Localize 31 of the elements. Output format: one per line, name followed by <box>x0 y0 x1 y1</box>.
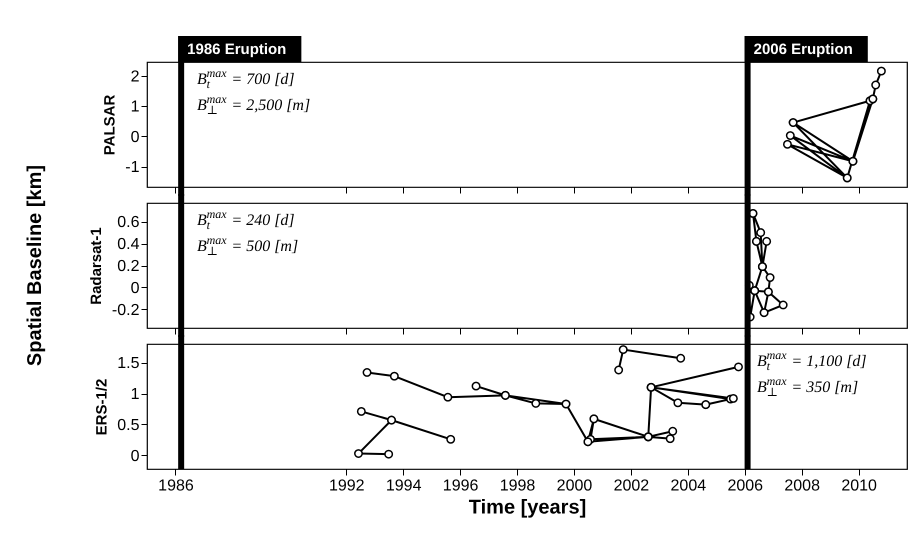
y-tick-label: 0.6 <box>117 214 140 232</box>
y-tick-label: 1.5 <box>117 355 140 372</box>
x-tick-label: 2006 <box>727 478 764 494</box>
y-tick-label: 1 <box>130 98 140 116</box>
ref-line-label: 2006 Eruption <box>754 41 853 58</box>
y-tick-label: 0.4 <box>117 236 140 254</box>
x-tick-label: 1996 <box>442 478 479 494</box>
y-tick-label: -1 <box>125 159 140 176</box>
x-axis-title: Time [years] <box>468 496 586 518</box>
y-axis-title: ERS-1/2 <box>93 378 110 436</box>
text: Spatial Baseline [km] <box>24 164 46 366</box>
x-tick-label: 1994 <box>386 478 422 494</box>
x-tick-label: 1998 <box>500 478 536 494</box>
y-axis-title: Radarsat-1 <box>88 227 105 305</box>
ref-line-label: 1986 Eruption <box>187 41 286 58</box>
y-tick-label: 2 <box>130 68 140 86</box>
y-tick-label: 0 <box>130 280 140 297</box>
y-tick-label: 0.5 <box>117 416 140 434</box>
x-tick-label: 2008 <box>784 478 820 494</box>
y-tick-label: -0.2 <box>112 302 140 319</box>
y-tick-label: 0 <box>130 448 140 465</box>
x-tick-label: 2010 <box>841 478 878 494</box>
x-tick-label: 2000 <box>556 478 592 494</box>
y-axis-title: PALSAR <box>101 94 118 156</box>
x-tick-label: 2002 <box>614 478 650 494</box>
y-tick-label: 0.2 <box>117 258 140 275</box>
x-tick-label: 2004 <box>670 478 706 494</box>
y-tick-label: 0 <box>130 128 140 146</box>
y-tick-label: 1 <box>130 386 140 404</box>
x-tick-label: 1992 <box>328 478 365 494</box>
x-tick-label: 1986 <box>158 478 194 494</box>
